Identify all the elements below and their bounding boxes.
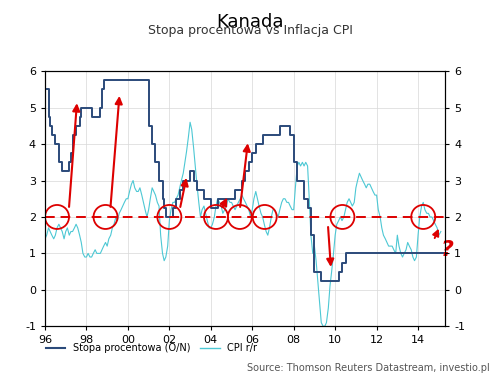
- Text: Source: Thomson Reuters Datastream, investio.pl: Source: Thomson Reuters Datastream, inve…: [247, 363, 490, 373]
- Text: Stopa procentowa vs Inflacja CPI: Stopa procentowa vs Inflacja CPI: [148, 24, 352, 38]
- Legend: Stopa procentowa (O/N), CPI r/r: Stopa procentowa (O/N), CPI r/r: [42, 339, 262, 357]
- Text: ?: ?: [441, 240, 454, 260]
- Text: Kanada: Kanada: [216, 13, 284, 31]
